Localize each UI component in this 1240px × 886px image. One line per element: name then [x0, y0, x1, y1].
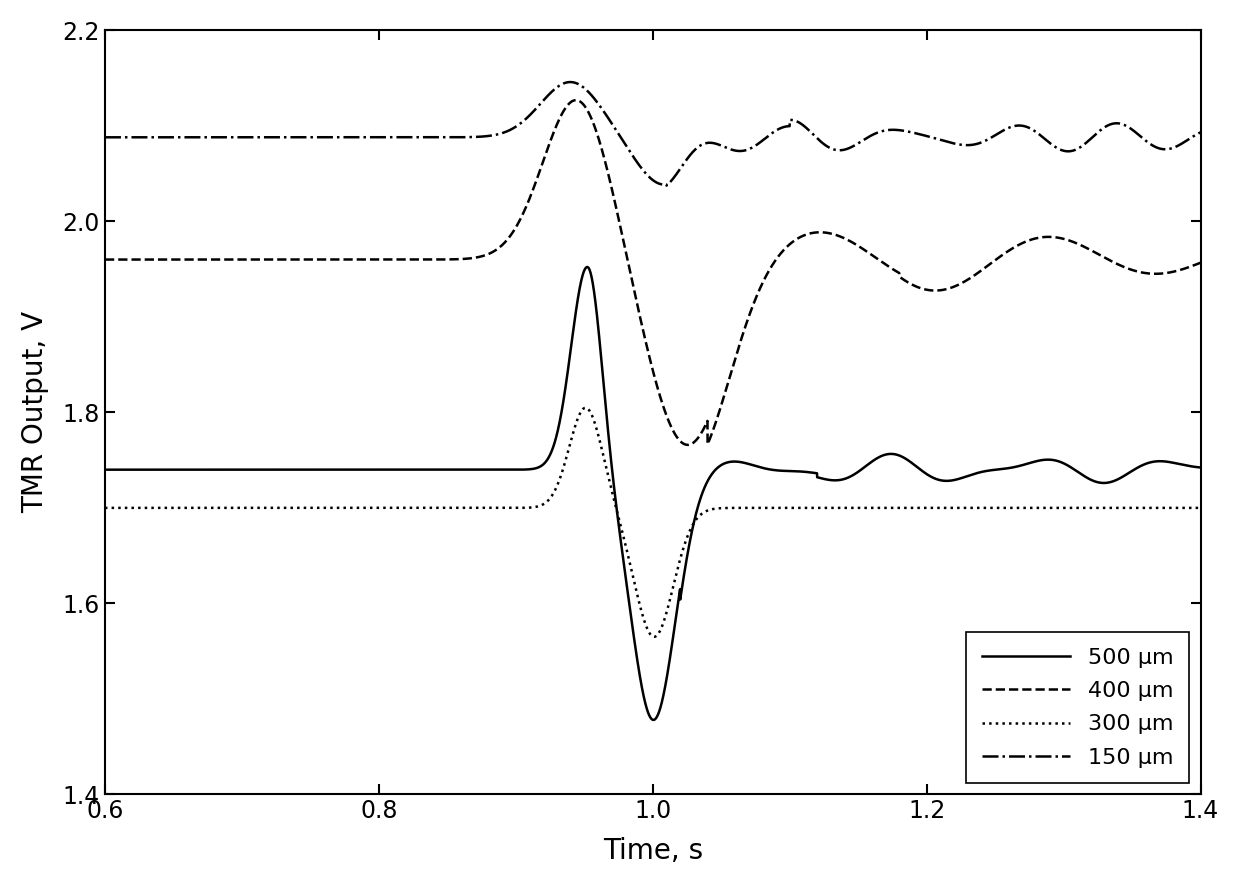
500 μm — [1193, 462, 1208, 473]
150 μm — [153, 132, 167, 143]
150 μm — [495, 128, 510, 138]
400 μm — [1193, 258, 1208, 268]
300 μm — [794, 502, 808, 513]
500 μm — [794, 466, 808, 477]
X-axis label: Time, s: Time, s — [603, 837, 703, 865]
Y-axis label: TMR Output, V: TMR Output, V — [21, 311, 48, 514]
500 μm — [495, 464, 510, 475]
300 μm — [578, 402, 593, 413]
400 μm — [153, 254, 167, 265]
300 μm — [968, 502, 983, 513]
300 μm — [910, 502, 925, 513]
400 μm — [568, 95, 583, 105]
500 μm — [580, 261, 595, 272]
Line: 300 μm: 300 μm — [105, 408, 1200, 637]
150 μm — [746, 142, 761, 152]
150 μm — [563, 77, 578, 88]
Line: 500 μm: 500 μm — [105, 267, 1200, 720]
500 μm — [646, 715, 661, 726]
500 μm — [910, 462, 925, 472]
500 μm — [153, 464, 167, 475]
400 μm — [746, 299, 761, 309]
150 μm — [794, 119, 808, 129]
150 μm — [1193, 127, 1208, 137]
500 μm — [746, 460, 761, 470]
300 μm — [98, 502, 113, 513]
Line: 150 μm: 150 μm — [105, 82, 1200, 186]
400 μm — [910, 282, 925, 292]
150 μm — [660, 181, 675, 191]
400 μm — [794, 231, 808, 242]
500 μm — [98, 464, 113, 475]
150 μm — [910, 128, 925, 139]
300 μm — [153, 502, 167, 513]
400 μm — [968, 269, 983, 280]
Legend: 500 μm, 400 μm, 300 μm, 150 μm: 500 μm, 400 μm, 300 μm, 150 μm — [966, 633, 1189, 783]
300 μm — [746, 502, 761, 513]
300 μm — [647, 632, 662, 642]
400 μm — [495, 240, 510, 251]
400 μm — [98, 254, 113, 265]
300 μm — [495, 502, 510, 513]
150 μm — [968, 139, 983, 150]
150 μm — [98, 132, 113, 143]
400 μm — [681, 439, 696, 450]
300 μm — [1193, 502, 1208, 513]
500 μm — [968, 468, 983, 478]
Line: 400 μm: 400 μm — [105, 100, 1200, 445]
